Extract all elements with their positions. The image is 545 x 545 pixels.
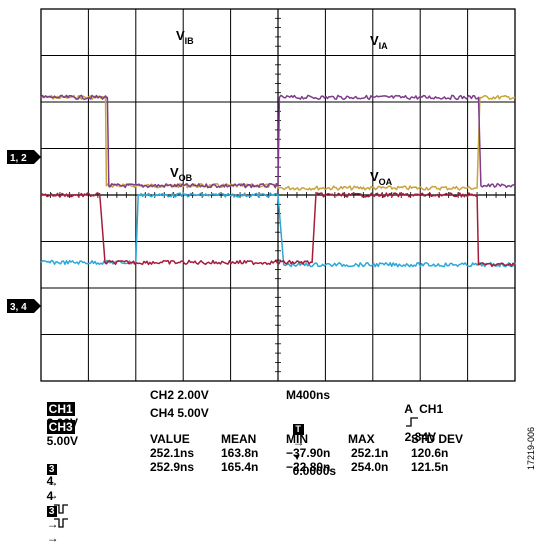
- right-arrow-icon: →: [46, 531, 59, 545]
- meas-row-1-value: 252.1ns: [150, 446, 195, 460]
- row2-source-channel: 4: [46, 474, 54, 488]
- label-via: VIA: [370, 33, 388, 51]
- meas-row-1-min: −37.90n: [286, 446, 331, 460]
- figure-id: 17219-006: [526, 426, 536, 470]
- meas-header-min: MIN: [286, 432, 308, 446]
- trigger-level: 2.84V: [404, 430, 437, 444]
- marker-ch34: 3, 4: [7, 299, 41, 313]
- meas-row-2-mean: 165.4n: [221, 460, 259, 474]
- ch3-scale: 5.00V: [46, 434, 79, 448]
- meas-header-value: VALUE: [150, 432, 190, 446]
- meas-row-2-value: 252.9ns: [150, 460, 195, 474]
- trigger-position: T → ▼ 0.0000s: [286, 406, 336, 478]
- trace-voa: [40, 192, 516, 268]
- row1-source-channel: 3: [46, 464, 57, 475]
- label-vob: VOB: [170, 165, 193, 183]
- timebase: M400ns: [286, 388, 331, 402]
- ch1-tag: CH1: [46, 402, 75, 416]
- trigger-source: A CH1: [404, 402, 444, 416]
- rising-edge-icon: [405, 417, 418, 427]
- meas-header-std: STD DEV: [411, 432, 464, 446]
- trace-vib: [40, 94, 516, 189]
- row2-target-channel: 3: [46, 506, 57, 517]
- waveform-traces: [40, 94, 516, 268]
- meas-row-2-std: 121.5n: [411, 460, 449, 474]
- meas-row-1-std: 120.6n: [411, 446, 449, 460]
- trigger-position-value: 0.0000s: [292, 464, 337, 478]
- ch3-setting: CH3 5.00V: [40, 406, 78, 448]
- meas-row-1-max: 252.1n: [351, 446, 389, 460]
- oscilloscope-plot: VIB VIA VOB VOA 1, 2 3, 4: [7, 8, 516, 382]
- marker-ch12: 1, 2: [7, 150, 41, 164]
- meas-row-2-source: 4 → 3 →: [40, 460, 71, 545]
- ch3-tag: CH3: [46, 420, 75, 434]
- right-arrow-icon: →: [292, 435, 305, 449]
- label-voa: VOA: [370, 169, 393, 187]
- meas-row-1-mean: 163.8n: [221, 446, 259, 460]
- meas-row-2-max: 254.0n: [351, 460, 389, 474]
- meas-row-2-min: −22.80n: [286, 460, 331, 474]
- right-arrow-icon: →: [46, 488, 59, 502]
- meas-header-max: MAX: [348, 432, 375, 446]
- meas-header-mean: MEAN: [221, 432, 257, 446]
- label-vib: VIB: [176, 28, 194, 46]
- down-triangle-icon: ▼: [292, 452, 302, 462]
- ch4-setting: CH4 5.00V: [150, 406, 209, 420]
- svg-text:1, 2: 1, 2: [10, 153, 27, 164]
- pulse-edge-icon: [53, 518, 68, 528]
- trigger-position-tag: T: [292, 424, 304, 435]
- trigger-setting: A CH1 2.84V: [398, 388, 443, 444]
- svg-text:3, 4: 3, 4: [10, 302, 27, 313]
- ch2-setting: CH2 2.00V: [150, 388, 209, 402]
